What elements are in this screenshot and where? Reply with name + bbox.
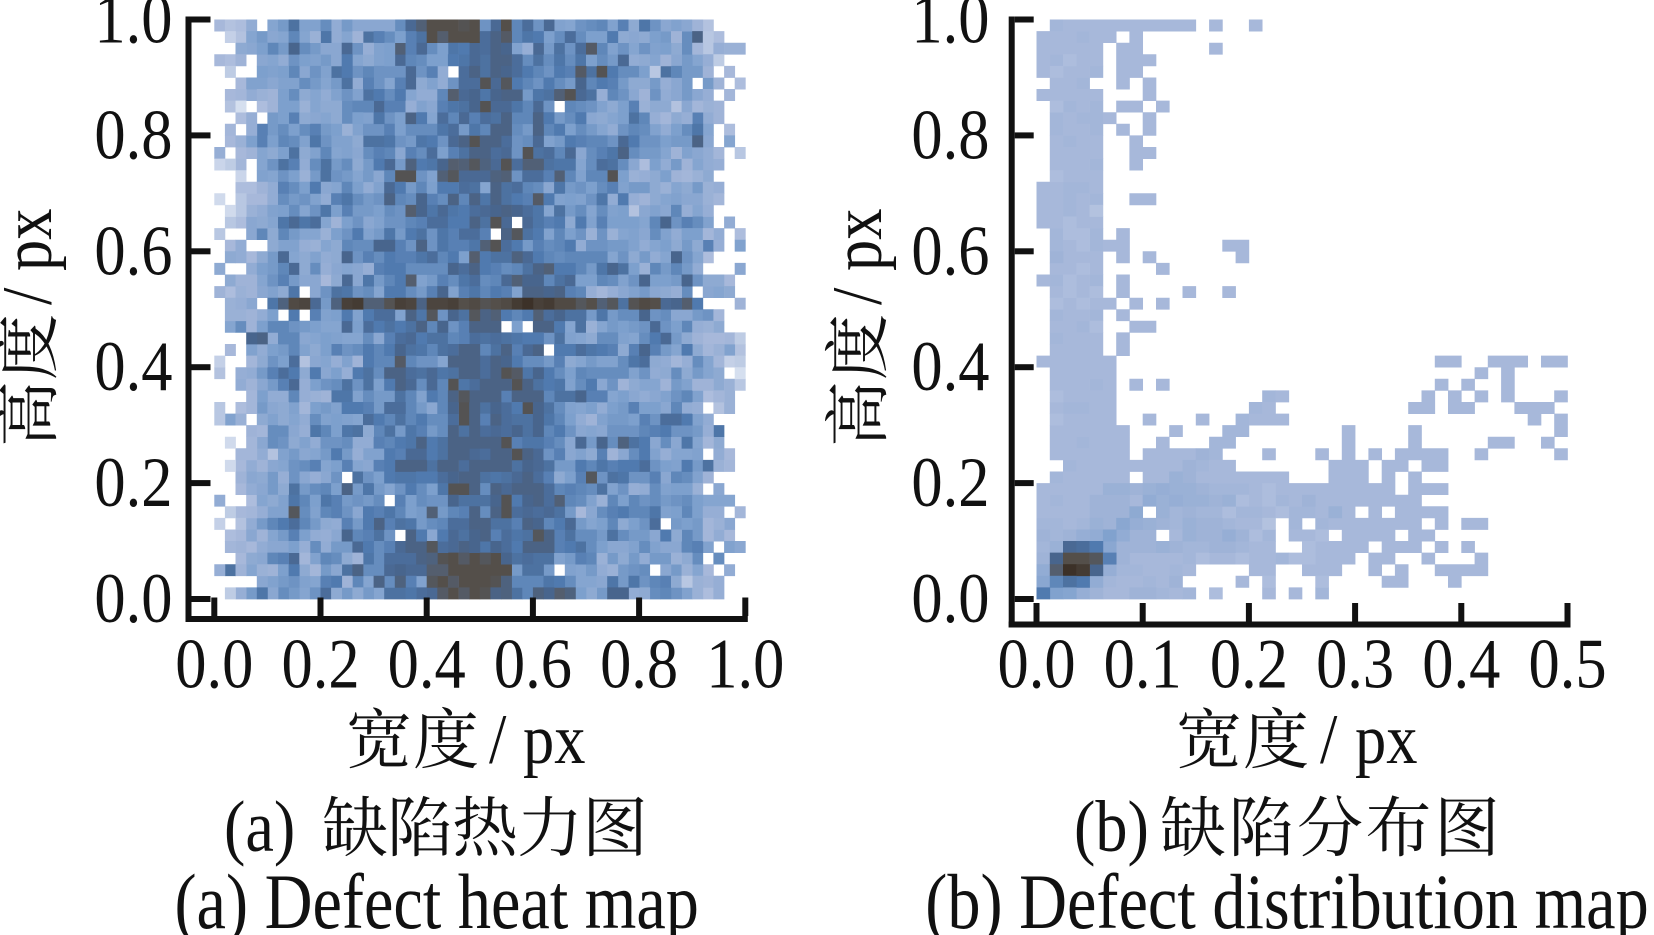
svg-text:/: / xyxy=(818,287,897,305)
svg-text:0.8: 0.8 xyxy=(600,625,678,704)
svg-text:0.4: 0.4 xyxy=(94,328,172,407)
svg-text:0.6: 0.6 xyxy=(94,212,172,291)
svg-text:(a): (a) xyxy=(224,786,295,867)
svg-text:px: px xyxy=(818,209,897,271)
svg-text:/: / xyxy=(0,287,67,305)
svg-text:0.8: 0.8 xyxy=(94,96,172,175)
svg-text:0.4: 0.4 xyxy=(911,328,989,407)
svg-text:0.6: 0.6 xyxy=(911,212,989,291)
svg-text:1.0: 1.0 xyxy=(94,0,172,58)
svg-text:0.3: 0.3 xyxy=(1316,625,1394,704)
svg-text:0.4: 0.4 xyxy=(1422,625,1500,704)
svg-text:(b): (b) xyxy=(1074,786,1149,867)
svg-text:0.2: 0.2 xyxy=(281,625,359,704)
svg-text:0.4: 0.4 xyxy=(388,625,466,704)
svg-text:(a) Defect heat map: (a) Defect heat map xyxy=(174,859,698,935)
svg-text:0.8: 0.8 xyxy=(911,96,989,175)
svg-text:0.1: 0.1 xyxy=(1104,625,1182,704)
svg-text:0.0: 0.0 xyxy=(997,625,1075,704)
svg-text:0.0: 0.0 xyxy=(911,559,989,638)
svg-text:0.5: 0.5 xyxy=(1528,625,1606,704)
svg-text:0.2: 0.2 xyxy=(94,443,172,522)
svg-text:px: px xyxy=(1355,700,1417,779)
svg-text:(b) Defect distribution map: (b) Defect distribution map xyxy=(925,859,1648,935)
svg-text:0.0: 0.0 xyxy=(175,625,253,704)
svg-text:px: px xyxy=(523,700,585,779)
svg-text:0.2: 0.2 xyxy=(911,443,989,522)
svg-text:0.0: 0.0 xyxy=(94,559,172,638)
svg-text:/: / xyxy=(1320,700,1338,779)
svg-text:0.6: 0.6 xyxy=(494,625,572,704)
svg-text:1.0: 1.0 xyxy=(911,0,989,58)
svg-text:px: px xyxy=(0,209,67,271)
svg-text:/: / xyxy=(489,700,507,779)
svg-text:1.0: 1.0 xyxy=(706,625,784,704)
svg-text:0.2: 0.2 xyxy=(1210,625,1288,704)
